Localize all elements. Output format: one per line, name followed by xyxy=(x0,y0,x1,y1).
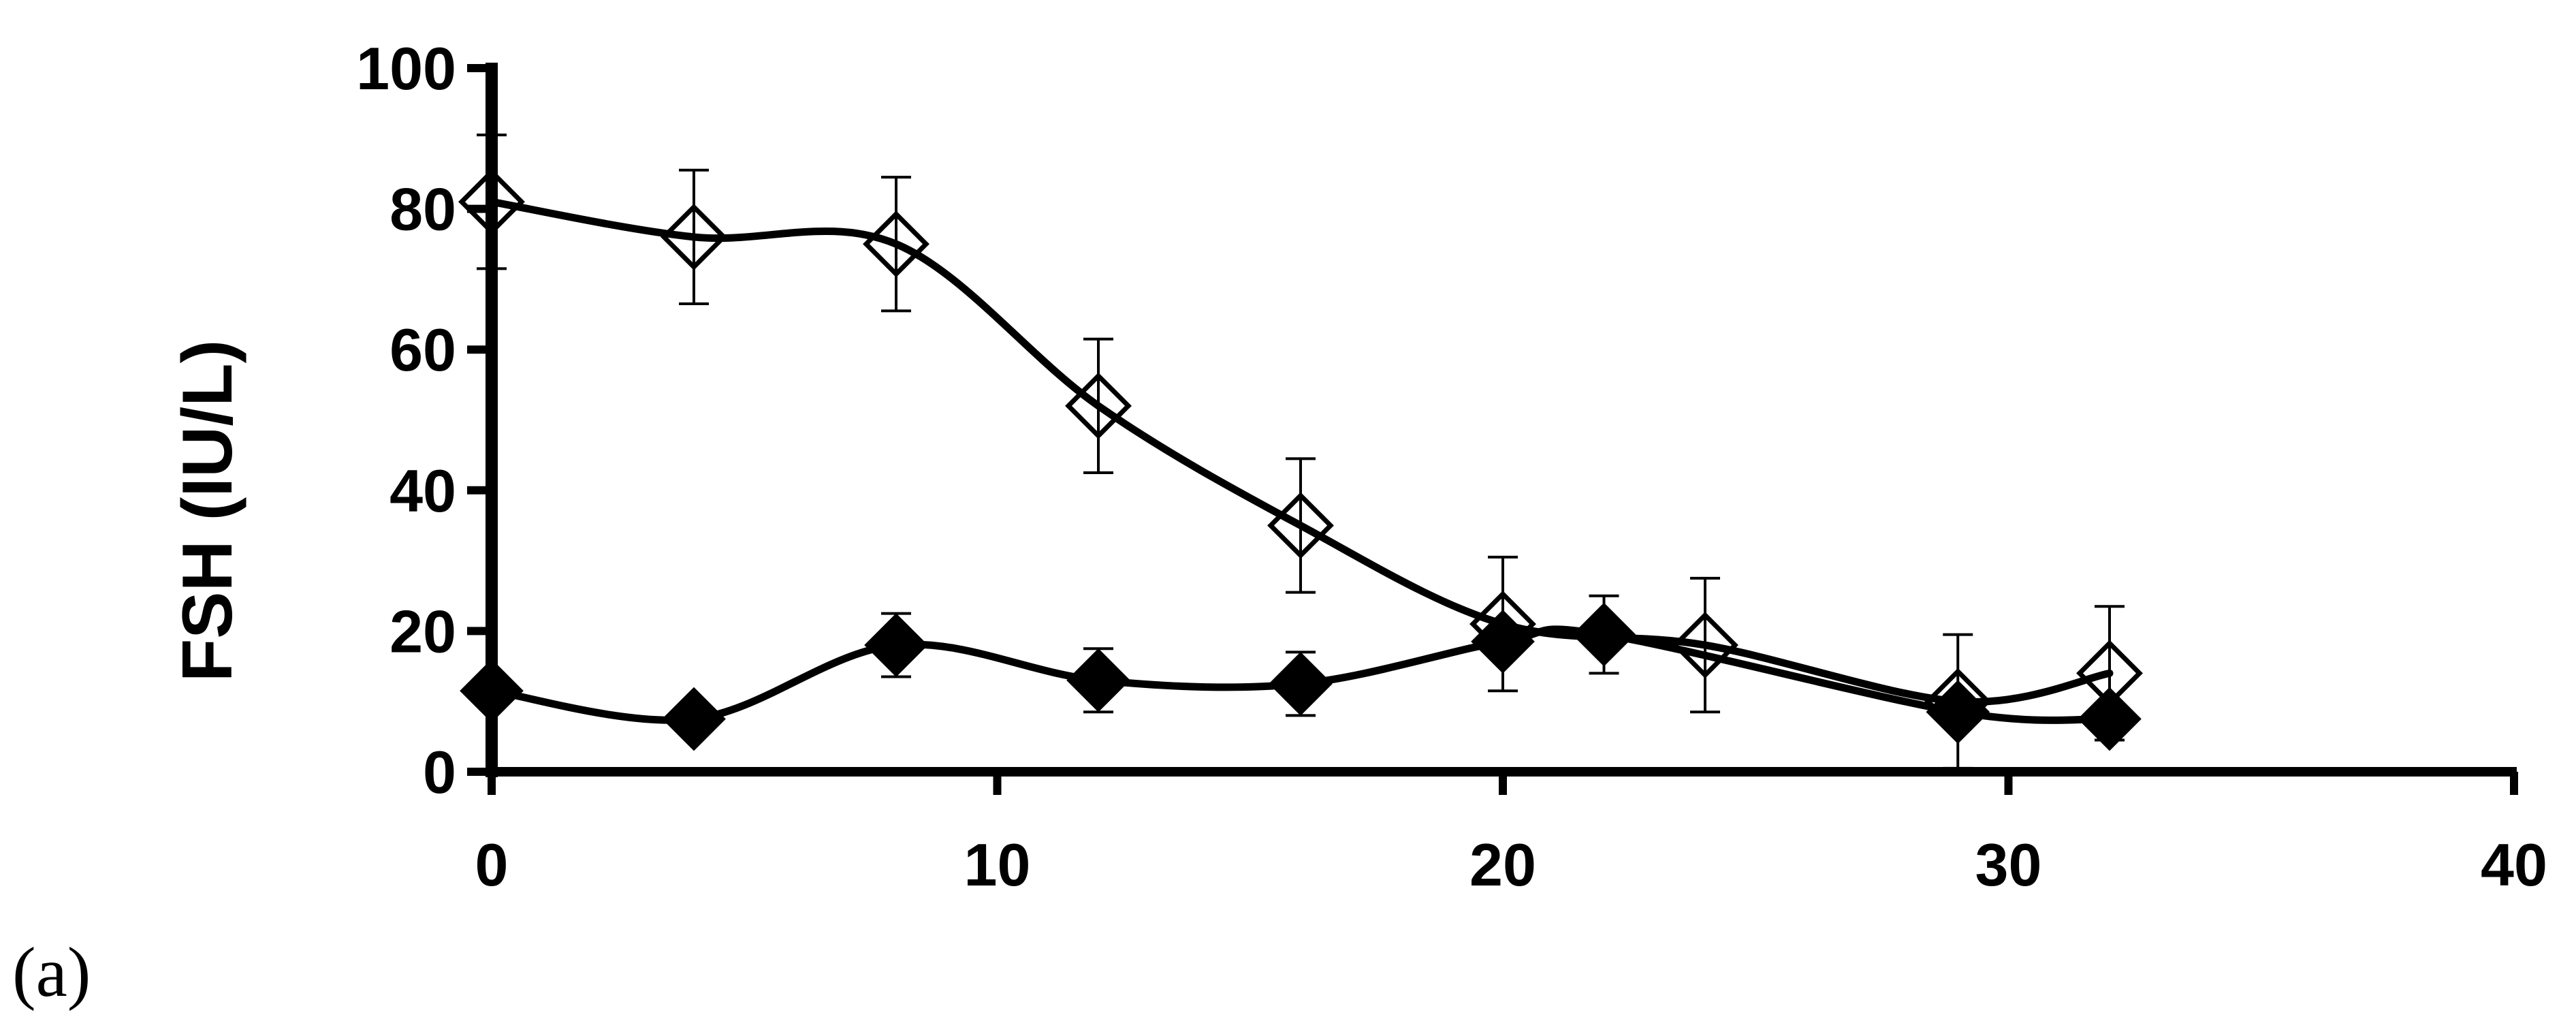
filled-diamond-marker xyxy=(2078,687,2142,751)
x-tick-label: 40 xyxy=(2481,831,2547,898)
filled-diamond-marker xyxy=(1926,680,1990,745)
y-tick-label: 80 xyxy=(389,176,456,243)
x-tick-label: 20 xyxy=(1469,831,1536,898)
error-bar xyxy=(881,176,911,313)
filled-diamond-marker xyxy=(1269,652,1333,716)
open-diamond-marker xyxy=(1267,492,1334,559)
panel-label: (a) xyxy=(12,933,91,1012)
filled-diamond-marker xyxy=(1471,610,1535,674)
y-axis-title: FSH (IU/L) xyxy=(168,340,247,683)
open-diamond-marker xyxy=(1065,372,1132,439)
open-diamond-marker xyxy=(863,210,929,278)
filled-diamond-marker xyxy=(662,687,726,751)
x-tick-label: 0 xyxy=(475,831,509,898)
filled-diamond-marker xyxy=(864,613,928,677)
filled-diamond-marker xyxy=(1066,648,1130,712)
error-bar xyxy=(1083,337,1113,474)
y-tick-label: 0 xyxy=(423,738,456,806)
filled-diamond-marker xyxy=(460,659,524,723)
filled-diamond-marker xyxy=(1572,602,1636,667)
open-diamond-marker xyxy=(1672,612,1738,679)
series-line-1 xyxy=(488,198,2114,706)
open-diamond-marker xyxy=(458,168,525,236)
ticks-layer: 0 20 40 60 80 100 0 10 20 30 40 xyxy=(356,35,2547,898)
y-tick-label: 60 xyxy=(389,316,456,383)
error-bar xyxy=(1286,457,1316,594)
error-bar xyxy=(1690,576,1720,714)
y-tick-label: 20 xyxy=(389,597,456,665)
x-tick-label: 10 xyxy=(964,831,1031,898)
open-diamond-marker xyxy=(661,203,727,270)
error-bar xyxy=(679,168,709,306)
y-tick-label: 100 xyxy=(356,35,456,102)
markers-layer xyxy=(458,168,2143,751)
x-tick-label: 30 xyxy=(1975,831,2042,898)
y-tick-label: 40 xyxy=(389,457,456,524)
